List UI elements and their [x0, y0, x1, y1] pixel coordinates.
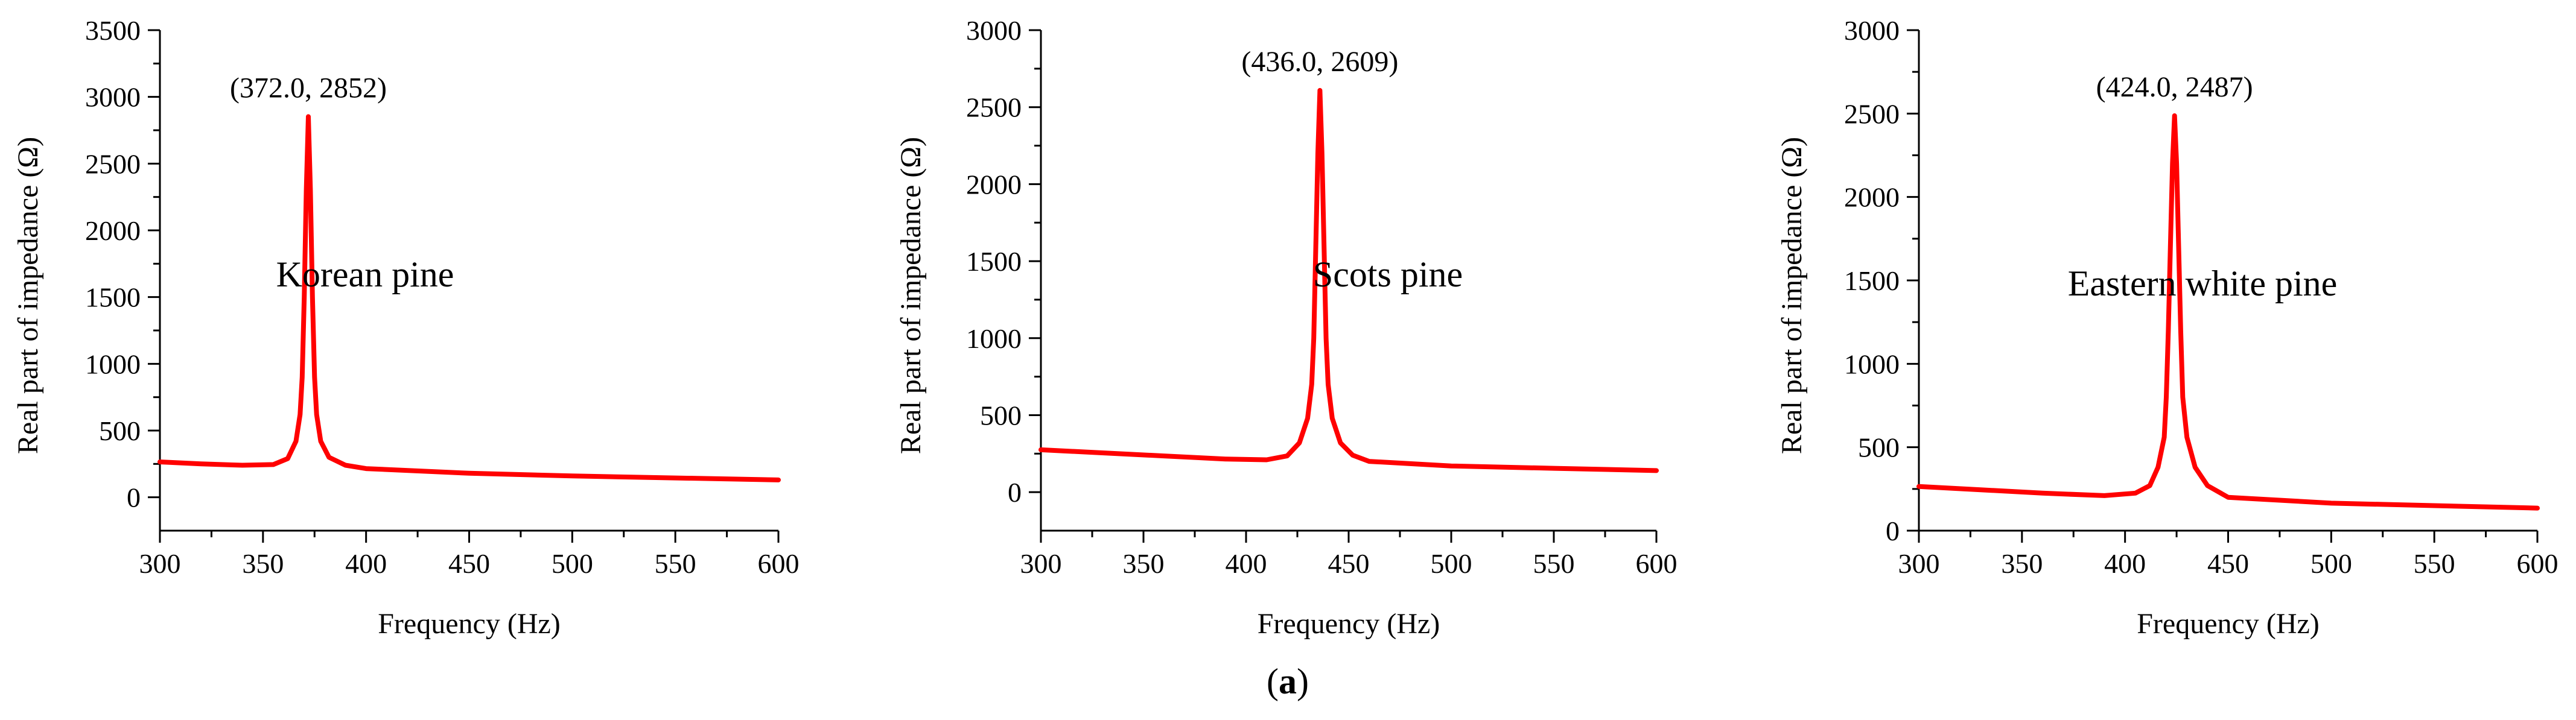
x-axis-title: Frequency (Hz): [1258, 608, 1440, 640]
x-tick-label: 500: [1431, 548, 1472, 579]
y-tick-label: 1000: [1844, 349, 1900, 379]
y-tick-label: 2000: [85, 215, 141, 246]
chart-panel-1: 300 350 400 450 500 550 600 0 500 1000 1500 2000 250…: [12, 15, 800, 640]
x-tick-label: 550: [655, 548, 696, 579]
y-tick-label: 2000: [1844, 182, 1900, 213]
x-axis-title: Frequency (Hz): [378, 608, 561, 640]
x-tick-label: 450: [448, 548, 490, 579]
panel-label-close: ): [1297, 662, 1309, 701]
y-axis-title: Real part of impedance (Ω): [1776, 137, 1808, 454]
y-tick-label: 1000: [85, 349, 141, 379]
y-tick-label: 2500: [966, 92, 1022, 123]
series-line: [1038, 87, 1659, 473]
y-axis-title: Real part of impedance (Ω): [12, 137, 44, 454]
species-label: Eastern white pine: [2068, 264, 2338, 303]
x-tick-label: 400: [1226, 548, 1267, 579]
x-tick-label: 600: [2517, 548, 2559, 579]
y-tick-label: 500: [980, 400, 1022, 431]
y-tick-label: 3000: [966, 15, 1022, 46]
peak-label: (436.0, 2609): [1241, 46, 1398, 78]
x-tick-label: 400: [2104, 548, 2146, 579]
y-tick-label: 2500: [85, 148, 141, 179]
y-tick-label: 500: [1858, 432, 1900, 463]
y-tick-label: 1500: [966, 246, 1022, 277]
panel-label: (a): [1267, 662, 1309, 701]
x-tick-label: 550: [2414, 548, 2455, 579]
y-tick-label: 3000: [1844, 15, 1900, 46]
y-tick-label: 0: [1008, 477, 1022, 508]
y-tick-label: 2000: [966, 169, 1022, 200]
x-tick-label: 300: [139, 548, 181, 579]
x-tick-label: 350: [1123, 548, 1165, 579]
y-tick-label: 3500: [85, 15, 141, 46]
x-axis-title: Frequency (Hz): [2137, 608, 2320, 640]
x-tick-label: 600: [758, 548, 800, 579]
chart-panel-2: 300 350 400 450 500 550 600 0 500 1000 1500 2000 250…: [895, 15, 1678, 640]
x-tick-label: 450: [2207, 548, 2249, 579]
y-tick-label: 3000: [85, 82, 141, 113]
y-tick-label: 1500: [1844, 265, 1900, 296]
y-tick-label: 500: [99, 415, 141, 446]
series-line: [157, 114, 781, 482]
x-tick-label: 300: [1020, 548, 1062, 579]
x-tick-label: 400: [345, 548, 387, 579]
y-tick-label: 0: [1886, 516, 1900, 546]
species-label: Scots pine: [1313, 254, 1463, 294]
y-axis-title: Real part of impedance (Ω): [895, 137, 927, 454]
x-tick-label: 350: [242, 548, 284, 579]
species-label: Korean pine: [276, 254, 454, 294]
x-tick-label: 450: [1328, 548, 1370, 579]
y-tick-label: 2500: [1844, 98, 1900, 129]
peak-label: (372.0, 2852): [230, 72, 387, 104]
x-tick-label: 300: [1898, 548, 1940, 579]
x-tick-label: 500: [2310, 548, 2352, 579]
panel-label-open: (: [1267, 662, 1279, 701]
x-tick-label: 350: [2001, 548, 2043, 579]
panel-label-letter: a: [1279, 662, 1297, 701]
series-line: [1916, 113, 2540, 511]
x-tick-label: 550: [1533, 548, 1575, 579]
chart-panel-3: 300 350 400 450 500 550 600 0 500 1000 1500 2000 250…: [1776, 15, 2559, 640]
peak-label: (424.0, 2487): [2096, 71, 2253, 103]
y-tick-label: 0: [127, 482, 141, 513]
y-tick-label: 1000: [966, 323, 1022, 354]
y-tick-label: 1500: [85, 282, 141, 313]
x-tick-label: 600: [1636, 548, 1678, 579]
x-tick-label: 500: [552, 548, 593, 579]
